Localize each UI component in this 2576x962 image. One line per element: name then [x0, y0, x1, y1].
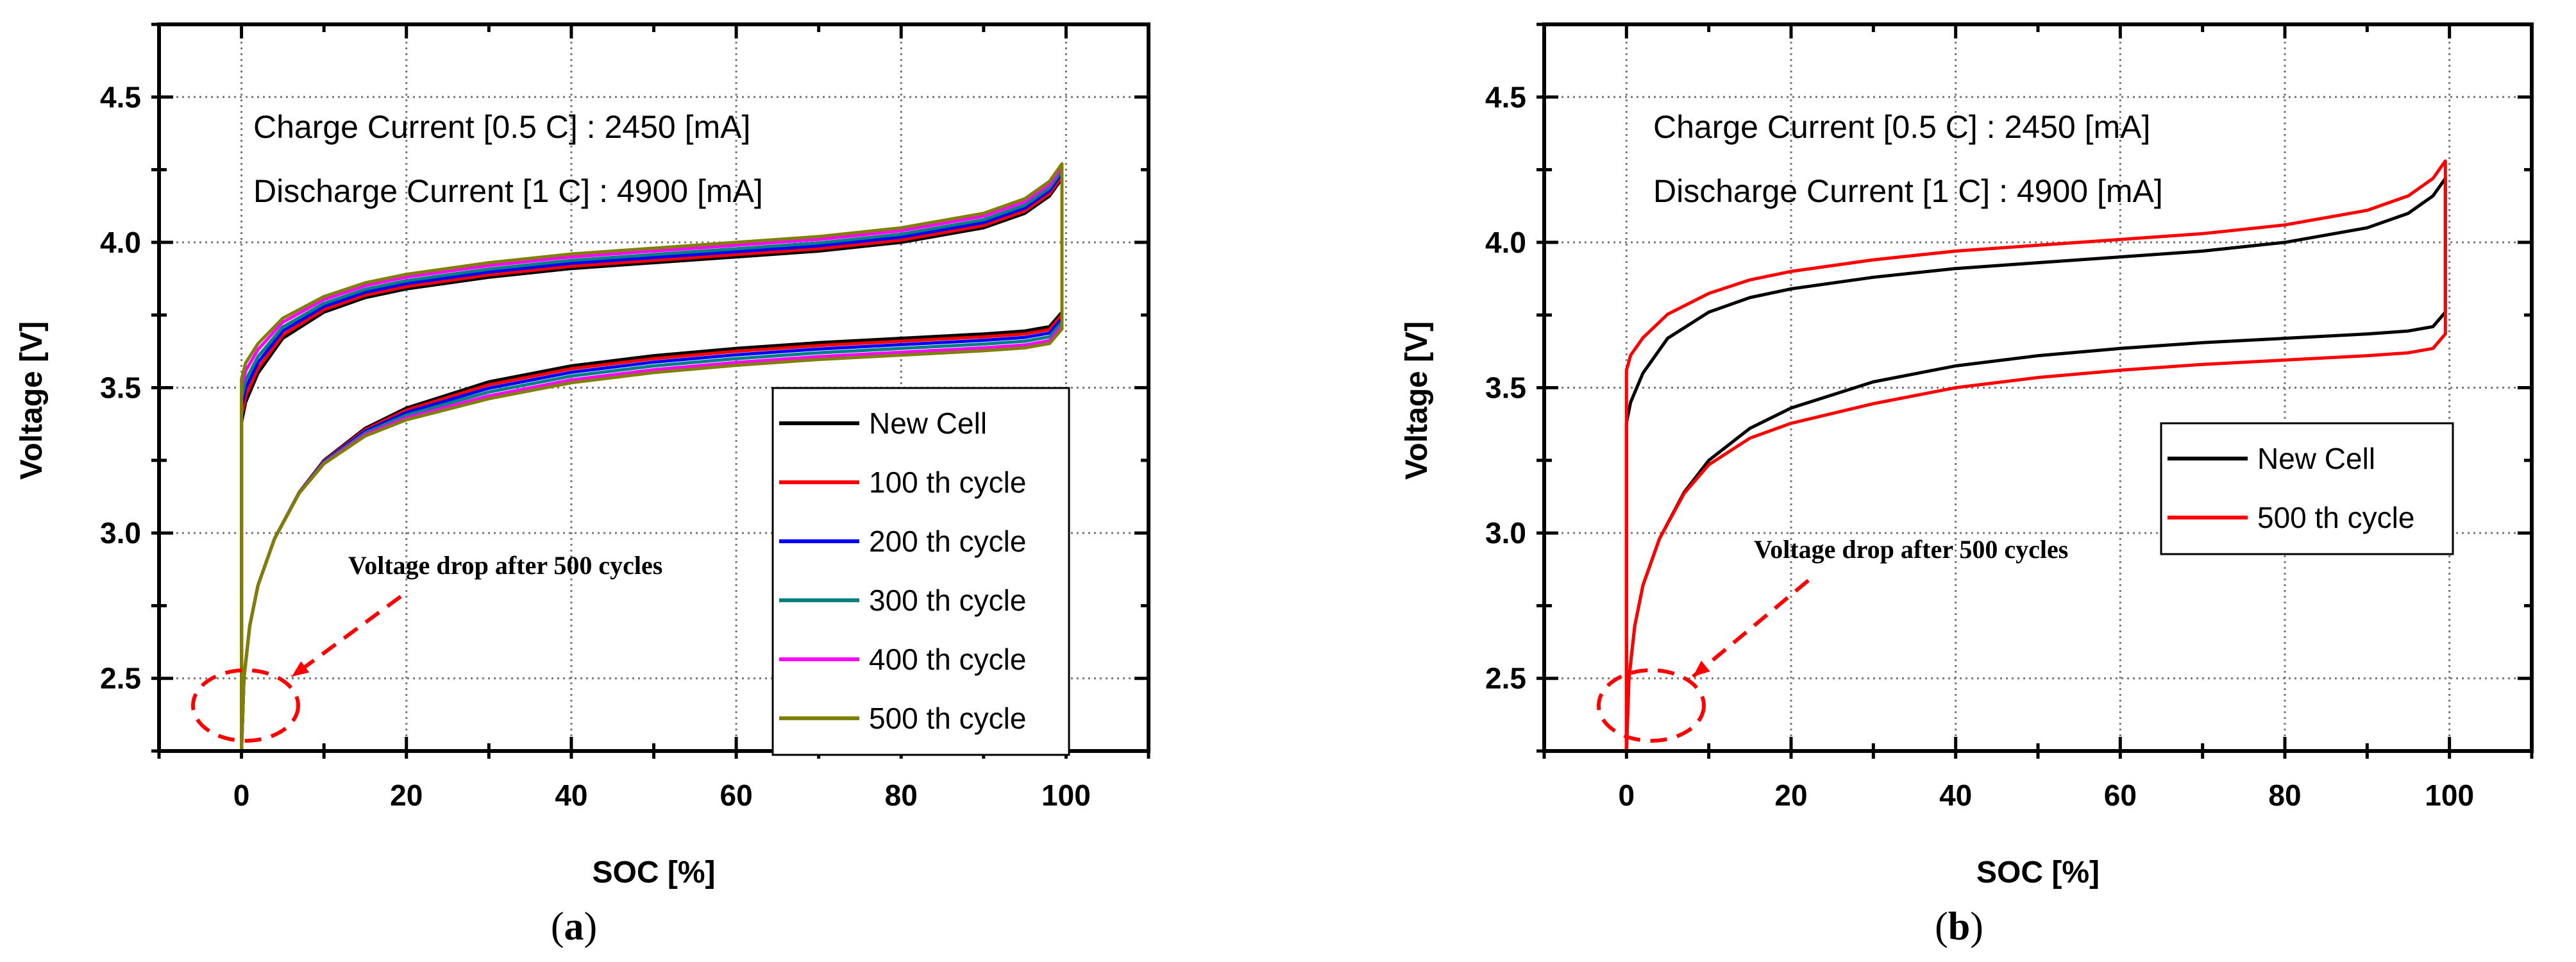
y-tick-label: 3.5 [1485, 371, 1526, 405]
x-tick-label: 20 [1774, 779, 1807, 812]
y-tick-label: 2.5 [1485, 662, 1526, 695]
legend-label: 400 th cycle [869, 643, 1026, 676]
callout-text: Voltage drop after 500 cycles [348, 551, 662, 580]
caption-letter: b [1948, 905, 1970, 949]
x-tick-label: 100 [2425, 779, 2474, 812]
annotation-text: Discharge Current [1 C] : 4900 [mA] [1653, 173, 2163, 209]
plot-frame [157, 22, 1150, 753]
legend-label: New Cell [869, 407, 987, 440]
y-tick-label: 4.5 [1485, 80, 1526, 114]
figure-caption: (a) [551, 905, 597, 949]
caption-letter: a [564, 905, 584, 949]
legend: New Cell 500 th cycle [2160, 422, 2454, 555]
callout-ellipse [1597, 668, 1706, 743]
x-tick-label: 20 [390, 779, 423, 812]
x-tick-label: 0 [233, 779, 250, 812]
series-line-500-th-cycle [1624, 159, 2447, 752]
legend-box [2160, 422, 2454, 555]
y-tick-label: 3.0 [1485, 516, 1526, 550]
callout-arrow [290, 595, 402, 679]
caption-open: ( [1935, 905, 1948, 949]
y-tick-label: 3.5 [100, 371, 141, 405]
y-tick-label: 4.0 [100, 226, 141, 259]
series-line-500-th-cycle [240, 162, 1064, 752]
x-tick-label: 80 [2268, 779, 2301, 812]
x-tick-label: 80 [885, 779, 918, 812]
y-tick-label: 4.5 [100, 80, 141, 114]
x-tick-label: 100 [1041, 779, 1091, 812]
legend-label: 500 th cycle [869, 702, 1026, 735]
caption-close: ) [1970, 905, 1983, 949]
x-tick-label: 60 [720, 779, 752, 812]
x-tick-label: 40 [555, 779, 587, 812]
annotation-text: Charge Current [0.5 C] : 2450 [mA] [253, 109, 750, 145]
x-axis-label: SOC [%] [593, 856, 716, 890]
callout-ellipse [191, 668, 300, 743]
x-tick-label: 60 [2104, 779, 2137, 812]
y-tick-label: 3.0 [100, 516, 141, 550]
callout-arrow [1692, 578, 1810, 679]
caption-close: ) [584, 905, 598, 949]
y-tick-label: 4.0 [1485, 226, 1526, 259]
y-axis-label: Voltage [V] [1400, 321, 1434, 480]
callout-arrowhead [292, 661, 310, 677]
legend-label: 100 th cycle [869, 466, 1026, 499]
legend-label: 300 th cycle [869, 584, 1026, 617]
annotation-text: Discharge Current [1 C] : 4900 [mA] [253, 173, 763, 209]
legend-label: 500 th cycle [2257, 501, 2414, 534]
legend-label: New Cell [2257, 442, 2375, 475]
legend-label: 200 th cycle [869, 525, 1026, 558]
figure-caption: (b) [1935, 905, 1983, 949]
y-axis-label: Voltage [V] [15, 321, 49, 480]
plot-frame [1542, 22, 2534, 753]
y-tick-label: 2.5 [100, 662, 141, 695]
legend-box [771, 387, 1070, 756]
caption-open: ( [551, 905, 564, 949]
callout-text: Voltage drop after 500 cycles [1754, 535, 2068, 564]
annotation-text: Charge Current [0.5 C] : 2450 [mA] [1653, 109, 2150, 145]
x-tick-label: 0 [1619, 779, 1635, 812]
chart-a: 0 20 40 60 80 100 2.5 3.0 3.5 4.0 4.5 SOC [%] Voltag… [15, 22, 1150, 949]
callout-arrowhead [1693, 661, 1710, 677]
x-tick-label: 40 [1939, 779, 1972, 812]
chart-b: 0 20 40 60 80 100 2.5 3.0 3.5 4.0 4.5 SOC [%] Voltag… [1400, 22, 2534, 949]
legend: New Cell 100 th cycle 200 th cycle 300 th c… [771, 387, 1070, 756]
x-axis-label: SOC [%] [1976, 856, 2100, 890]
